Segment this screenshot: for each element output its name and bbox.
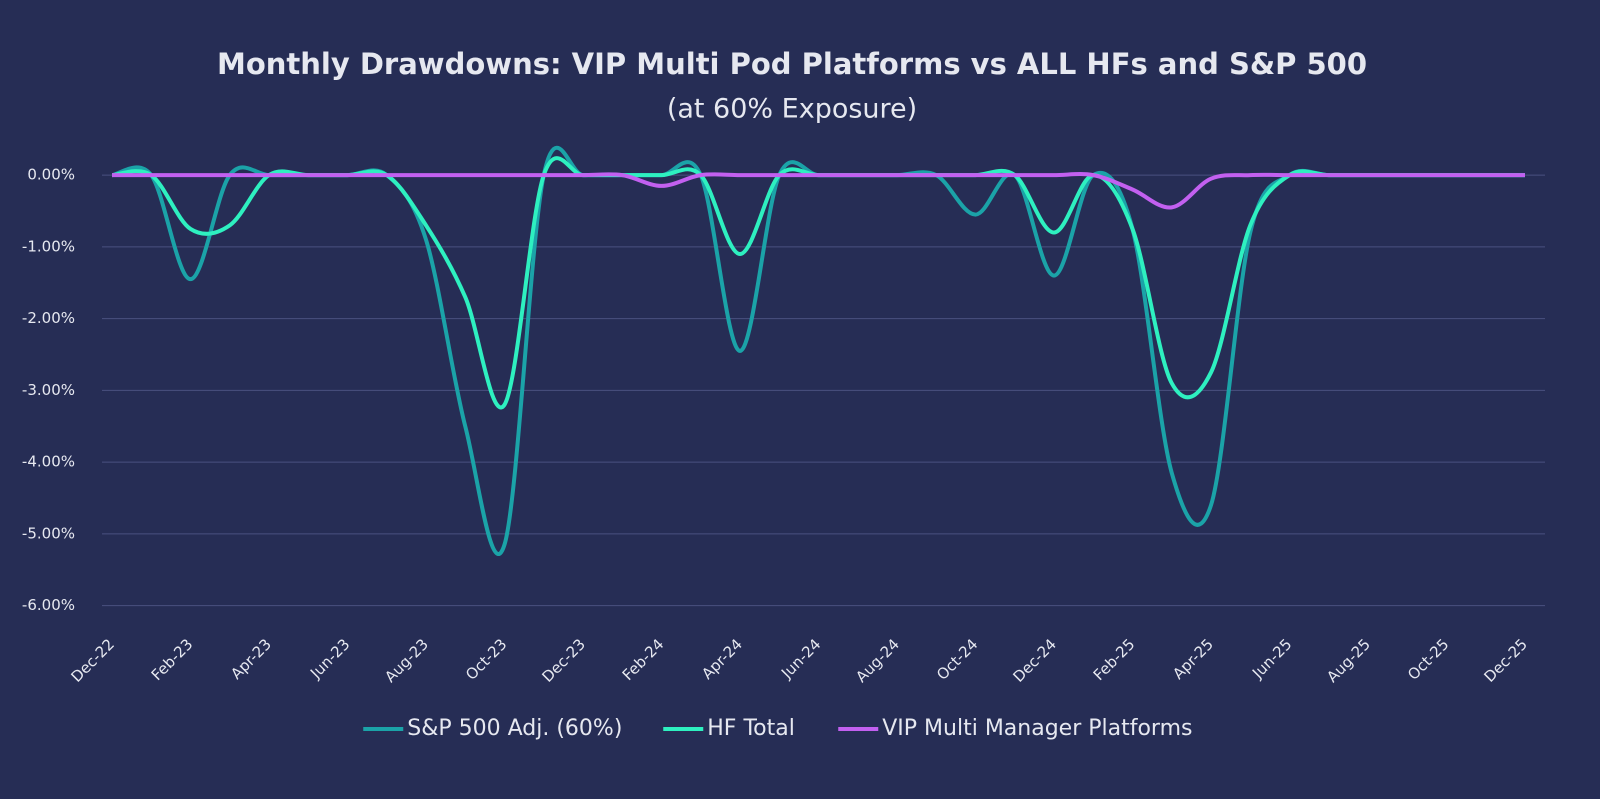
y-tick-label: -5.00%: [22, 524, 75, 542]
y-tick-label: -2.00%: [22, 309, 75, 327]
chart-title: Monthly Drawdowns: VIP Multi Pod Platfor…: [217, 47, 1367, 81]
legend-label: HF Total: [707, 716, 795, 741]
series-line: [111, 156, 1525, 410]
y-tick-label: -4.00%: [22, 453, 75, 471]
y-tick-label: -3.00%: [22, 381, 75, 399]
series-line: [111, 172, 1525, 210]
legend-label: S&P 500 Adj. (60%): [407, 716, 622, 741]
y-tick-label: -6.00%: [22, 596, 75, 614]
chart-subtitle: (at 60% Exposure): [667, 94, 917, 125]
y-tick-label: -1.00%: [22, 237, 75, 255]
y-tick-label: 0.00%: [27, 166, 75, 184]
legend-label: VIP Multi Manager Platforms: [882, 716, 1192, 741]
